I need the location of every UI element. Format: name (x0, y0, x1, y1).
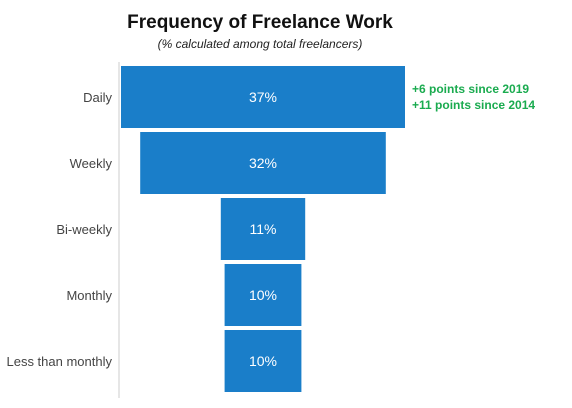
chart-subtitle: (% calculated among total freelancers) (157, 37, 363, 51)
chart-title: Frequency of Freelance Work (127, 12, 393, 33)
category-label-bi-weekly: Bi-weekly (56, 222, 112, 237)
category-label-less-than-monthly: Less than monthly (6, 354, 112, 369)
bar-daily (121, 66, 405, 128)
value-label-bi-weekly: 11% (250, 221, 277, 237)
category-label-weekly: Weekly (70, 156, 113, 171)
bars-group: 37% Daily 32% Weekly 11% Bi-weekly 10% Monthly 1… (6, 66, 405, 392)
bar-monthly (224, 264, 302, 326)
bar-bi-weekly (220, 198, 306, 260)
category-label-monthly: Monthly (66, 288, 112, 303)
value-label-weekly: 32% (249, 155, 277, 171)
category-label-daily: Daily (83, 90, 112, 105)
value-label-daily: 37% (249, 89, 277, 105)
value-label-less-than-monthly: 10% (249, 353, 277, 369)
annotation-since-2019: +6 points since 2019 (412, 82, 530, 96)
bar-weekly (140, 132, 386, 194)
bar-less-than-monthly (224, 330, 302, 392)
value-label-monthly: 10% (249, 287, 277, 303)
annotation-since-2014: +11 points since 2014 (412, 98, 536, 112)
